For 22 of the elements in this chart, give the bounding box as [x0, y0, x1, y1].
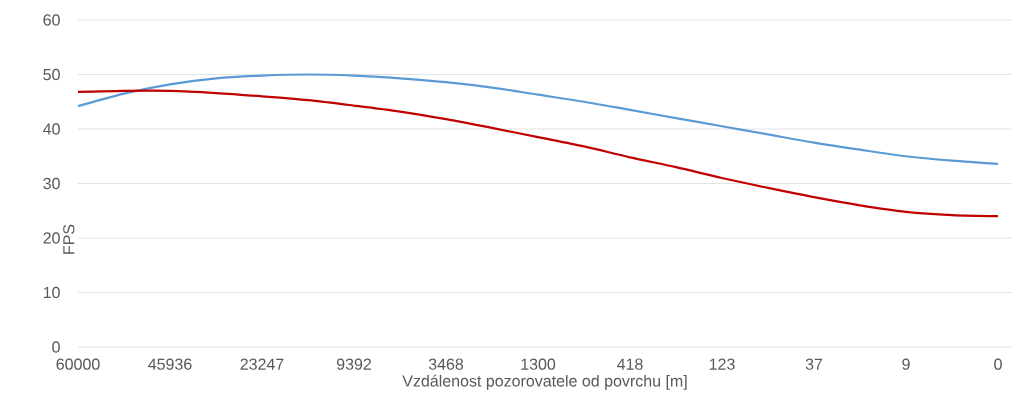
x-tick-label: 0	[994, 358, 1002, 370]
y-tick-label: 30	[43, 177, 60, 190]
x-tick-label: 3468	[428, 358, 464, 370]
y-tick-label: 10	[43, 286, 60, 299]
x-axis-title: Vzdálenost pozorovatele od povrchu [m]	[402, 374, 687, 390]
x-tick-label: 45936	[148, 358, 192, 370]
x-tick-label: 123	[709, 358, 735, 370]
x-tick-label: 23247	[240, 358, 284, 370]
x-tick-label: 60000	[56, 358, 100, 370]
line-series	[76, 89, 1000, 218]
x-tick-label: 9	[902, 358, 910, 370]
line-series	[76, 73, 1000, 165]
y-tick-label: 50	[43, 68, 60, 81]
x-tick-label: 418	[617, 358, 643, 370]
y-tick-label: 0	[52, 341, 60, 353]
y-axis-title: FPS	[63, 224, 75, 254]
x-tick-label: 9392	[336, 358, 371, 370]
y-tick-label: 20	[43, 232, 60, 244]
x-tick-label: 1300	[521, 358, 556, 370]
y-tick-label: 40	[43, 123, 60, 135]
x-tick-label: 37	[805, 358, 823, 370]
y-tick-label: 60	[43, 14, 60, 26]
